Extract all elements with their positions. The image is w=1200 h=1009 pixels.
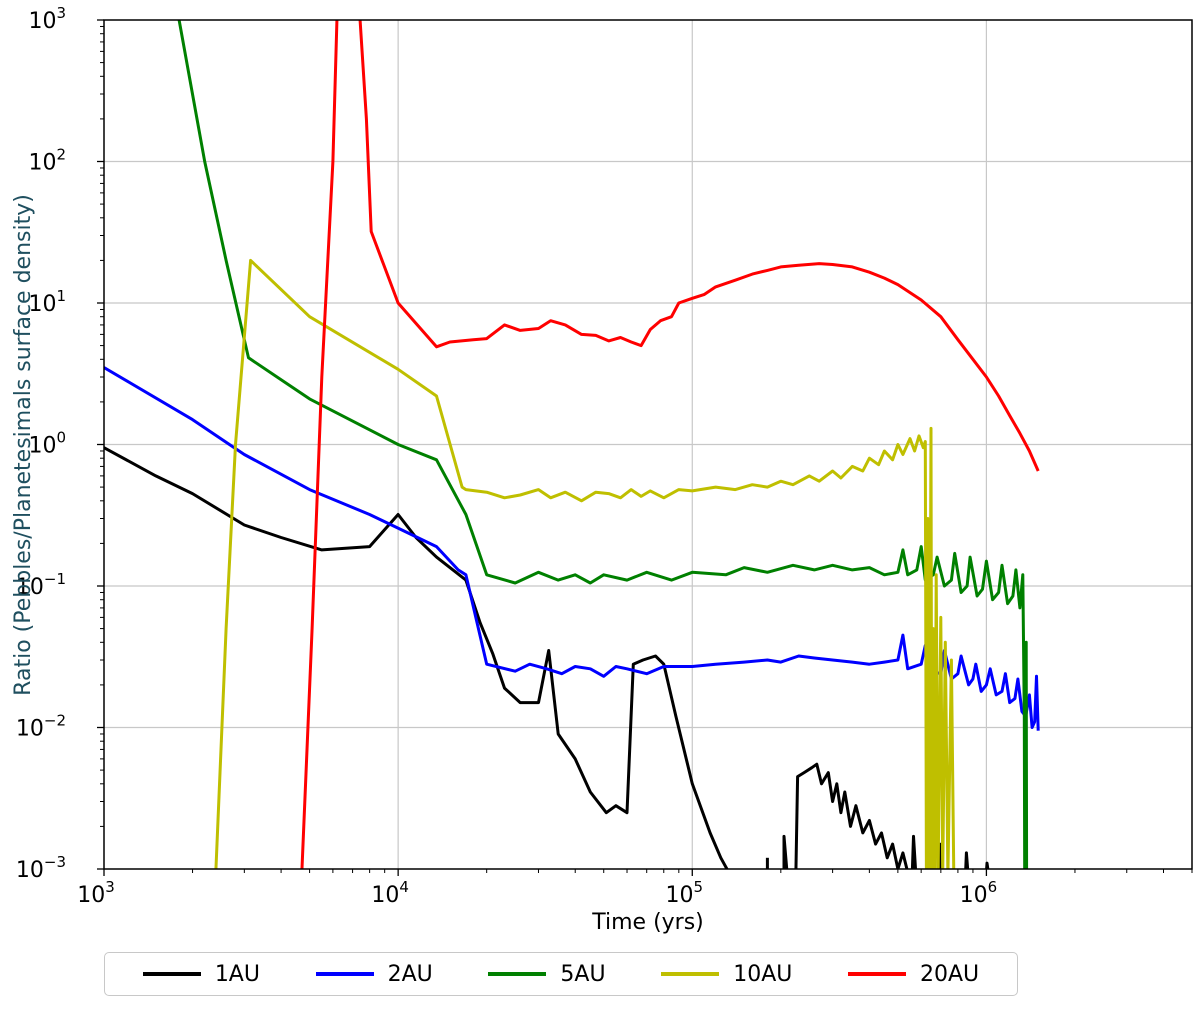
legend-swatch bbox=[315, 972, 374, 976]
series-line-fragment bbox=[910, 834, 918, 869]
y-tick-label: 102 bbox=[28, 146, 66, 176]
series-line bbox=[214, 258, 956, 869]
series-20AU bbox=[300, 20, 1040, 869]
x-tick-label: 104 bbox=[371, 878, 409, 908]
legend-item: 20AU bbox=[848, 962, 979, 987]
y-tick-label: 103 bbox=[28, 4, 66, 34]
series-line bbox=[177, 20, 1029, 869]
legend-swatch bbox=[488, 972, 547, 976]
x-axis-label: Time (yrs) bbox=[591, 910, 704, 935]
grid-lines bbox=[104, 20, 1192, 869]
series-line-fragment bbox=[794, 762, 909, 869]
series-line-fragment bbox=[782, 834, 789, 869]
series-line bbox=[104, 446, 729, 869]
x-tick-label: 105 bbox=[665, 878, 703, 908]
series-line bbox=[104, 366, 1040, 731]
legend-item: 2AU bbox=[315, 961, 433, 987]
y-tick-label: 10−1 bbox=[16, 570, 66, 600]
series-2AU bbox=[104, 366, 1040, 731]
x-tick-label: 103 bbox=[77, 878, 115, 908]
series-10AU bbox=[214, 258, 956, 869]
series-layer bbox=[104, 20, 1040, 869]
legend-label: 1AU bbox=[214, 961, 260, 987]
legend-item: 10AU bbox=[661, 962, 792, 987]
legend-label: 5AU bbox=[560, 961, 606, 987]
series-line-fragment bbox=[964, 851, 970, 869]
legend-label: 20AU bbox=[920, 961, 980, 987]
y-tick-label: 10−2 bbox=[16, 712, 66, 742]
legend-swatch bbox=[661, 972, 720, 976]
series-line-fragment bbox=[985, 861, 990, 869]
legend-swatch bbox=[142, 972, 201, 976]
series-1AU bbox=[104, 446, 990, 869]
series-5AU bbox=[177, 20, 1029, 869]
y-axis-label: Ratio (Pebbles/Planetesimals surface den… bbox=[11, 194, 36, 696]
y-tick-label: 10−3 bbox=[16, 853, 66, 883]
legend: 1AU 2AU 5AU 10AU 20AU bbox=[104, 952, 1018, 996]
legend-swatch bbox=[848, 972, 906, 976]
series-line bbox=[300, 20, 1040, 869]
y-tick-label: 100 bbox=[28, 429, 66, 459]
legend-item: 5AU bbox=[488, 961, 606, 987]
x-tick-label: 106 bbox=[960, 878, 998, 908]
legend-item: 1AU bbox=[142, 961, 260, 987]
legend-label: 10AU bbox=[733, 961, 793, 987]
legend-label: 2AU bbox=[387, 961, 433, 987]
